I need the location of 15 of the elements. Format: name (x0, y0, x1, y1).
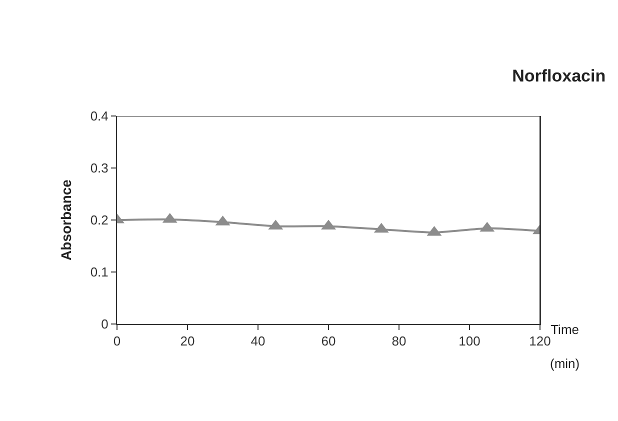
y-tick-label: 0 (101, 316, 108, 332)
x-tick-label: 60 (321, 334, 336, 349)
chart-title: Norfloxacin (512, 66, 606, 86)
x-tick-label: 0 (113, 334, 121, 349)
text: Time (min) (550, 322, 580, 371)
y-tick-label: 0.3 (90, 160, 108, 176)
x-tick-label: 80 (392, 334, 406, 349)
x-tick-label: 40 (250, 334, 266, 349)
y-tick-label: 0.1 (90, 264, 108, 280)
y-tick-label: 0.4 (90, 108, 108, 124)
x-tick-label: 20 (180, 334, 195, 349)
y-tick-label: 0.2 (90, 212, 108, 228)
x-tick-label: 100 (458, 334, 480, 349)
x-tick-label: 120 (529, 334, 551, 349)
y-axis-title: Absorbance (58, 179, 74, 260)
